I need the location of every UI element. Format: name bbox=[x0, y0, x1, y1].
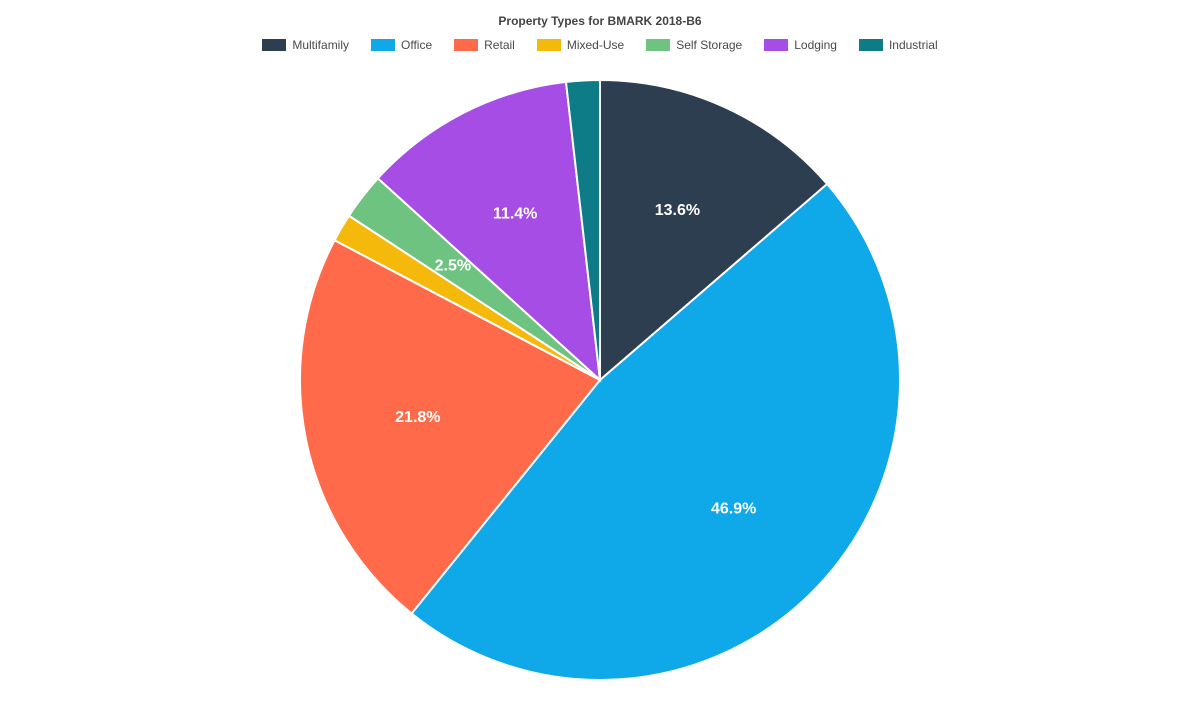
legend-item-self-storage[interactable]: Self Storage bbox=[646, 38, 742, 52]
legend-label: Mixed-Use bbox=[567, 38, 624, 52]
legend-label: Office bbox=[401, 38, 432, 52]
legend-label: Self Storage bbox=[676, 38, 742, 52]
legend-item-multifamily[interactable]: Multifamily bbox=[262, 38, 349, 52]
slice-label: 11.4% bbox=[493, 206, 537, 223]
legend-item-retail[interactable]: Retail bbox=[454, 38, 515, 52]
legend-swatch bbox=[646, 39, 670, 51]
legend-item-lodging[interactable]: Lodging bbox=[764, 38, 837, 52]
legend-swatch bbox=[454, 39, 478, 51]
legend-swatch bbox=[859, 39, 883, 51]
legend-label: Industrial bbox=[889, 38, 938, 52]
legend-label: Multifamily bbox=[292, 38, 349, 52]
legend: Multifamily Office Retail Mixed-Use Self Sto… bbox=[0, 38, 1200, 52]
legend-swatch bbox=[262, 39, 286, 51]
slice-label: 21.8% bbox=[395, 409, 440, 426]
chart-title: Property Types for BMARK 2018-B6 bbox=[0, 14, 1200, 28]
legend-item-industrial[interactable]: Industrial bbox=[859, 38, 938, 52]
slice-label: 2.5% bbox=[435, 257, 471, 274]
legend-item-office[interactable]: Office bbox=[371, 38, 432, 52]
legend-label: Lodging bbox=[794, 38, 837, 52]
legend-swatch bbox=[537, 39, 561, 51]
legend-item-mixed-use[interactable]: Mixed-Use bbox=[537, 38, 624, 52]
legend-swatch bbox=[371, 39, 395, 51]
pie-chart: 13.6% 46.9% 21.8% 2.5% 11.4% bbox=[0, 70, 1200, 700]
slice-label: 46.9% bbox=[711, 501, 756, 518]
slice-label: 13.6% bbox=[655, 202, 700, 219]
legend-swatch bbox=[764, 39, 788, 51]
legend-label: Retail bbox=[484, 38, 515, 52]
